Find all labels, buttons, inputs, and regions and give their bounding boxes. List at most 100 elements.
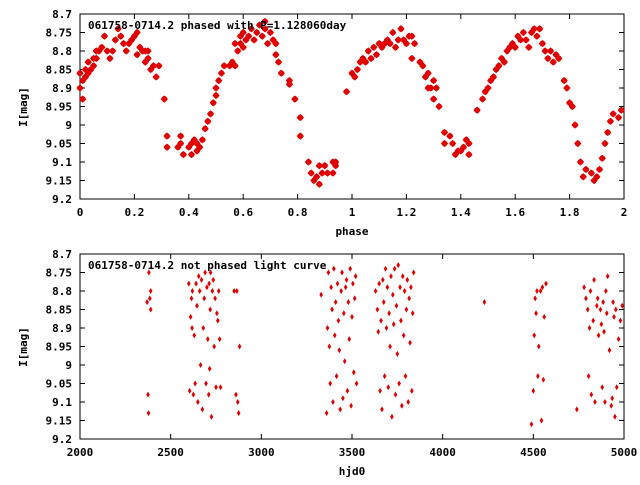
data-point bbox=[199, 276, 204, 283]
y-axis-label: I[mag] bbox=[17, 87, 30, 127]
data-point bbox=[601, 139, 609, 148]
data-point bbox=[465, 139, 473, 148]
data-point bbox=[595, 165, 604, 173]
data-point bbox=[84, 58, 92, 66]
data-point bbox=[517, 36, 525, 44]
y-tick-label: 9.2 bbox=[52, 433, 72, 446]
data-point bbox=[540, 284, 545, 291]
data-point bbox=[607, 347, 612, 354]
data-point bbox=[473, 106, 481, 114]
data-point bbox=[296, 114, 304, 122]
x-tick-label: 2 bbox=[621, 206, 628, 219]
data-point bbox=[318, 169, 326, 177]
data-point bbox=[384, 325, 389, 331]
data-point bbox=[396, 262, 401, 269]
x-tick-label: 1.6 bbox=[505, 206, 525, 219]
data-point bbox=[511, 43, 519, 51]
data-point bbox=[446, 132, 454, 140]
data-point bbox=[390, 413, 394, 420]
data-point bbox=[587, 325, 592, 331]
data-point bbox=[190, 325, 194, 331]
data-point bbox=[313, 173, 321, 181]
phased-light-curve-panel: 0 0.2 0.4 0.6 0.8 1 1.2 1.4 1.6 1.8 2 8.7 8.75 8.8 8.8… bbox=[17, 8, 627, 238]
data-point bbox=[620, 302, 624, 309]
x-tick-label: 0 bbox=[77, 206, 84, 219]
data-point bbox=[148, 306, 153, 313]
data-point bbox=[231, 62, 239, 70]
data-point bbox=[207, 365, 212, 372]
data-point bbox=[329, 284, 333, 291]
data-point bbox=[195, 302, 199, 309]
data-point bbox=[148, 288, 153, 294]
y-axis-label: I[mag] bbox=[17, 327, 30, 367]
data-point bbox=[334, 373, 339, 380]
data-point bbox=[146, 410, 151, 417]
data-point bbox=[217, 69, 226, 77]
data-point bbox=[459, 143, 468, 151]
data-point bbox=[408, 32, 416, 40]
data-point bbox=[532, 332, 537, 339]
data-point bbox=[533, 295, 537, 302]
data-point bbox=[122, 47, 130, 55]
data-point bbox=[529, 421, 534, 428]
y-tick-label: 8.9 bbox=[52, 322, 72, 335]
y-tick-label: 9 bbox=[65, 119, 72, 132]
data-point bbox=[333, 299, 338, 306]
data-point bbox=[612, 313, 616, 320]
data-point bbox=[253, 28, 261, 37]
data-point bbox=[337, 347, 342, 354]
data-point bbox=[261, 17, 269, 25]
x-axis-label: hjd0 bbox=[339, 465, 366, 478]
data-point bbox=[187, 151, 196, 159]
data-point bbox=[196, 143, 204, 151]
data-point bbox=[406, 399, 411, 405]
data-point bbox=[536, 343, 541, 350]
data-point bbox=[106, 54, 114, 62]
data-point bbox=[604, 288, 608, 294]
data-point bbox=[329, 169, 337, 177]
data-point bbox=[92, 54, 100, 62]
axis-ticks: 0 0.2 0.4 0.6 0.8 1 1.2 1.4 1.6 1.8 2 8.7 8.75 8.8 8.8… bbox=[46, 8, 628, 219]
data-point bbox=[79, 95, 87, 103]
data-point bbox=[538, 288, 543, 294]
data-point bbox=[100, 32, 109, 40]
axis-ticks: 2000 2500 3000 3500 4000 4500 5000 8.7 8.75 8.8 8.… bbox=[46, 248, 638, 459]
data-point bbox=[342, 310, 346, 317]
data-point bbox=[163, 132, 171, 140]
data-point bbox=[618, 317, 623, 324]
data-point bbox=[250, 36, 258, 44]
data-point bbox=[189, 295, 194, 302]
data-point bbox=[539, 417, 544, 424]
data-point bbox=[409, 284, 413, 291]
data-point bbox=[194, 280, 198, 287]
data-point bbox=[432, 84, 440, 92]
data-point bbox=[614, 306, 618, 313]
data-point bbox=[90, 62, 98, 70]
data-point bbox=[203, 269, 207, 276]
data-point bbox=[392, 265, 397, 272]
data-point bbox=[405, 276, 410, 283]
x-tick-label: 0.8 bbox=[288, 206, 308, 219]
data-point bbox=[239, 28, 247, 37]
data-point bbox=[236, 410, 241, 417]
data-point bbox=[188, 313, 193, 320]
data-point bbox=[326, 269, 331, 276]
data-point bbox=[595, 302, 599, 309]
data-point bbox=[397, 380, 401, 387]
data-point bbox=[531, 387, 536, 394]
data-point bbox=[247, 25, 255, 33]
data-point bbox=[210, 288, 215, 294]
data-point bbox=[232, 288, 236, 294]
data-point bbox=[535, 288, 539, 294]
data-point bbox=[212, 343, 216, 350]
data-point bbox=[339, 288, 343, 294]
x-tick-label: 5000 bbox=[611, 446, 638, 459]
x-tick-label: 0.4 bbox=[179, 206, 199, 219]
data-point bbox=[179, 151, 187, 159]
data-point bbox=[351, 73, 359, 81]
data-point bbox=[410, 387, 414, 394]
data-point bbox=[614, 384, 619, 391]
data-point bbox=[367, 54, 375, 62]
data-point bbox=[206, 110, 215, 118]
data-point bbox=[495, 62, 503, 70]
